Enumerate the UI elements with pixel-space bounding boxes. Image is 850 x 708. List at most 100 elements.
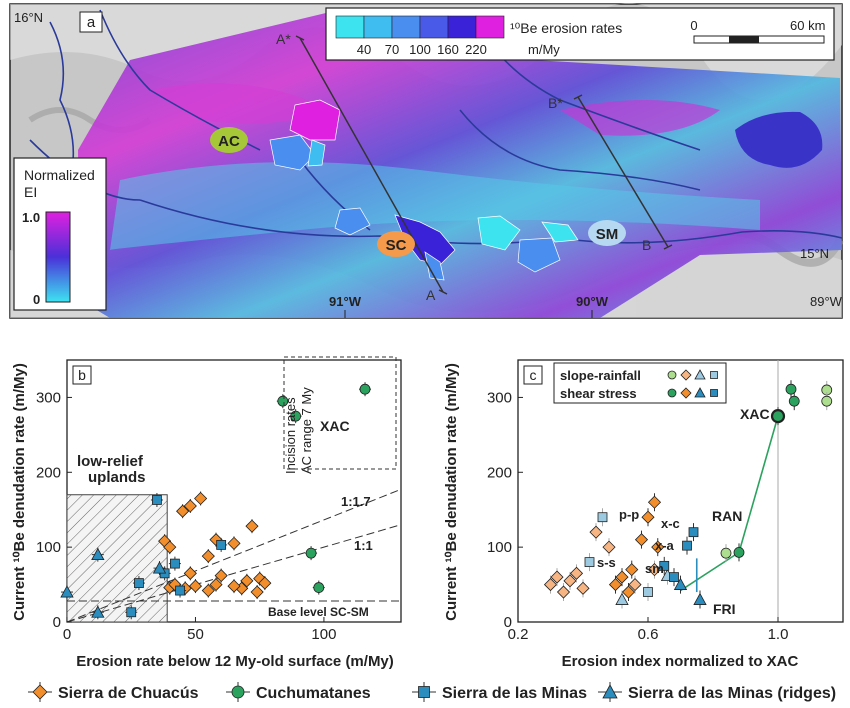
legend-marker-square bbox=[418, 686, 430, 698]
ei-legend-title-1: Normalized bbox=[24, 167, 95, 183]
legend-marker-light-circle bbox=[667, 370, 677, 380]
data-point-diamond bbox=[240, 574, 254, 588]
y-tick-label: 0 bbox=[504, 614, 512, 631]
data-point-circle bbox=[720, 547, 732, 559]
ss-label: s-s bbox=[597, 555, 616, 570]
data-point-diamond bbox=[245, 519, 259, 533]
erosion-rate-legend: ¹⁰Be erosion rates 40 70 100 160 220 m/My 0 … bbox=[325, 7, 835, 61]
panel-b-xac-label: XAC bbox=[320, 418, 350, 434]
trend-arrow bbox=[680, 551, 740, 592]
erosion-swatch bbox=[475, 15, 505, 39]
region-label-sm: SM bbox=[588, 220, 626, 246]
data-point-diamond bbox=[651, 540, 665, 554]
data-point-diamond bbox=[227, 579, 241, 593]
x-tick-label: 0 bbox=[63, 626, 71, 643]
legend-item-label: Sierra de Chuacús bbox=[58, 685, 199, 702]
svg-text:AC: AC bbox=[218, 133, 240, 150]
lat-16-label: 16°N bbox=[14, 10, 43, 25]
highland-patch-east bbox=[560, 100, 720, 136]
incision-label-1: Incision rates bbox=[283, 397, 298, 474]
data-point-square bbox=[688, 527, 699, 538]
scale-bar-start: 0 bbox=[690, 18, 697, 33]
data-point-triangle bbox=[60, 585, 74, 598]
legend-shear-stress: shear stress bbox=[560, 386, 637, 401]
data-point-square bbox=[126, 607, 137, 618]
data-point-diamond bbox=[576, 581, 590, 595]
y-tick-label: 200 bbox=[487, 464, 512, 481]
data-point-diamond bbox=[647, 563, 662, 577]
data-point-diamond bbox=[250, 585, 264, 599]
data-point-square bbox=[216, 539, 227, 550]
data-point-square bbox=[584, 557, 595, 568]
ei-legend-min: 0 bbox=[33, 292, 40, 307]
panel-a-label-box bbox=[79, 11, 103, 33]
data-point-diamond bbox=[543, 578, 558, 592]
data-point-square bbox=[659, 560, 670, 571]
panel-a-map: A* A B* B AC SC SM 16°N 15°N 91°W 90°W 8… bbox=[9, 3, 844, 319]
data-point-diamond bbox=[621, 585, 636, 599]
data-point-square bbox=[134, 578, 144, 588]
panel-c-label-box bbox=[523, 365, 543, 385]
panel-c-label: c bbox=[530, 367, 537, 383]
fri-label: FRI bbox=[713, 601, 736, 617]
data-point-circle bbox=[359, 383, 371, 395]
data-point-square bbox=[152, 495, 162, 505]
y-tick-label: 0 bbox=[53, 614, 61, 631]
profile-a-start-label: A bbox=[426, 287, 436, 303]
panel-b-label-box bbox=[72, 365, 92, 385]
incision-label-2: AC range 7 My bbox=[299, 387, 314, 474]
region-label-ac: AC bbox=[210, 127, 248, 153]
ref-line-label-1-17: 1:1.7 bbox=[341, 494, 371, 509]
data-point-circle bbox=[733, 546, 745, 558]
data-point-triangle bbox=[152, 561, 167, 574]
erosion-color-bar bbox=[335, 15, 505, 39]
xc-label: x-c bbox=[661, 516, 680, 531]
data-point-diamond bbox=[183, 499, 197, 513]
data-point-diamond bbox=[608, 578, 623, 592]
data-point-diamond bbox=[188, 579, 203, 593]
data-point-circle bbox=[277, 395, 289, 407]
data-point-diamond bbox=[563, 574, 577, 588]
ran-label: RAN bbox=[712, 508, 742, 524]
panel-c-frame bbox=[517, 359, 844, 623]
data-point-diamond bbox=[214, 569, 228, 583]
data-point-square bbox=[170, 558, 180, 569]
legend-marker-diamond bbox=[32, 684, 48, 700]
data-point-diamond bbox=[628, 578, 642, 592]
panel-b-label: b bbox=[78, 367, 86, 383]
erosion-legend-tick: 70 bbox=[385, 42, 399, 57]
x-tick-label: 0.6 bbox=[638, 626, 659, 643]
erosion-swatch bbox=[447, 15, 477, 39]
y-tick-label: 100 bbox=[36, 539, 61, 556]
scale-bar-end: 60 km bbox=[790, 18, 825, 33]
reference-line bbox=[66, 524, 402, 623]
legend-marker-dark-diamond bbox=[680, 387, 692, 399]
x-tick-label: 50 bbox=[187, 626, 204, 643]
bottom-legend: Sierra de Chuacús Cuchumatanes Sierra de l… bbox=[28, 682, 836, 702]
data-point-square bbox=[669, 572, 679, 582]
lake bbox=[735, 111, 823, 168]
data-point-diamond bbox=[556, 585, 571, 599]
data-point-diamond bbox=[615, 570, 629, 584]
region-label-sc: SC bbox=[377, 231, 415, 257]
x-tick-label: 100 bbox=[311, 626, 336, 643]
lat-15-label: 15°N bbox=[800, 246, 829, 261]
data-point-diamond bbox=[201, 583, 215, 598]
legend-marker-light-diamond bbox=[680, 369, 692, 381]
svg-text:SC: SC bbox=[386, 237, 407, 254]
pp-label: p-p bbox=[619, 507, 639, 522]
legend-slope-rainfall: slope-rainfall bbox=[560, 368, 641, 383]
data-point-diamond bbox=[634, 533, 649, 547]
erosion-legend-title: ¹⁰Be erosion rates bbox=[510, 20, 622, 36]
data-point-triangle bbox=[673, 577, 688, 590]
highland-patch bbox=[150, 83, 330, 124]
lon-89-label: 89°W bbox=[810, 294, 843, 309]
valley-band bbox=[109, 162, 760, 250]
incision-rates-box bbox=[283, 356, 397, 470]
data-point-diamond bbox=[625, 563, 639, 577]
erosion-legend-unit: m/My bbox=[528, 42, 560, 57]
data-point-diamond bbox=[569, 566, 584, 580]
data-point-circle bbox=[305, 547, 317, 559]
data-point-triangle bbox=[91, 547, 105, 561]
